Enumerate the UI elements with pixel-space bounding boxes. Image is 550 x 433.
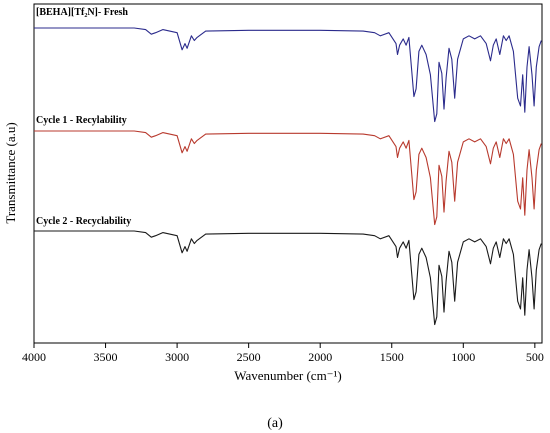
- x-tick-label: 2000: [308, 350, 332, 364]
- x-axis-ticks: 4000 3500 3000 2500 2000 1500 1000 500: [22, 343, 544, 364]
- x-tick-label: 2500: [237, 350, 261, 364]
- series-line-fresh: [34, 27, 542, 123]
- series-line-cycle2: [34, 230, 542, 326]
- x-tick-label: 1000: [451, 350, 475, 364]
- x-tick-label: 3000: [165, 350, 189, 364]
- series-line-cycle1: [34, 130, 542, 226]
- plot-frame: [33, 3, 543, 344]
- series-label-fresh: [BEHA][Tf₂N]- Fresh: [36, 7, 128, 18]
- series-layer: [34, 27, 542, 326]
- series-label-cycle1: Cycle 1 - Recylability: [36, 115, 127, 126]
- series-label-cycle2: Cycle 2 - Recyclability: [36, 216, 131, 227]
- panel-label: (a): [267, 416, 283, 431]
- y-axis-label: Transmittance (a.u): [3, 122, 18, 223]
- x-tick-label: 3500: [94, 350, 118, 364]
- x-axis-label: Wavenumber (cm⁻¹): [234, 368, 342, 383]
- x-tick-label: 1500: [380, 350, 404, 364]
- x-tick-label: 500: [526, 350, 544, 364]
- x-tick-label: 4000: [22, 350, 46, 364]
